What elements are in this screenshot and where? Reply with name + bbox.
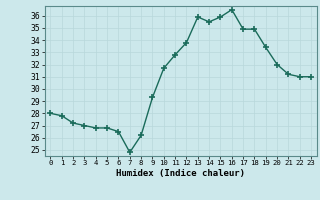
X-axis label: Humidex (Indice chaleur): Humidex (Indice chaleur) <box>116 169 245 178</box>
